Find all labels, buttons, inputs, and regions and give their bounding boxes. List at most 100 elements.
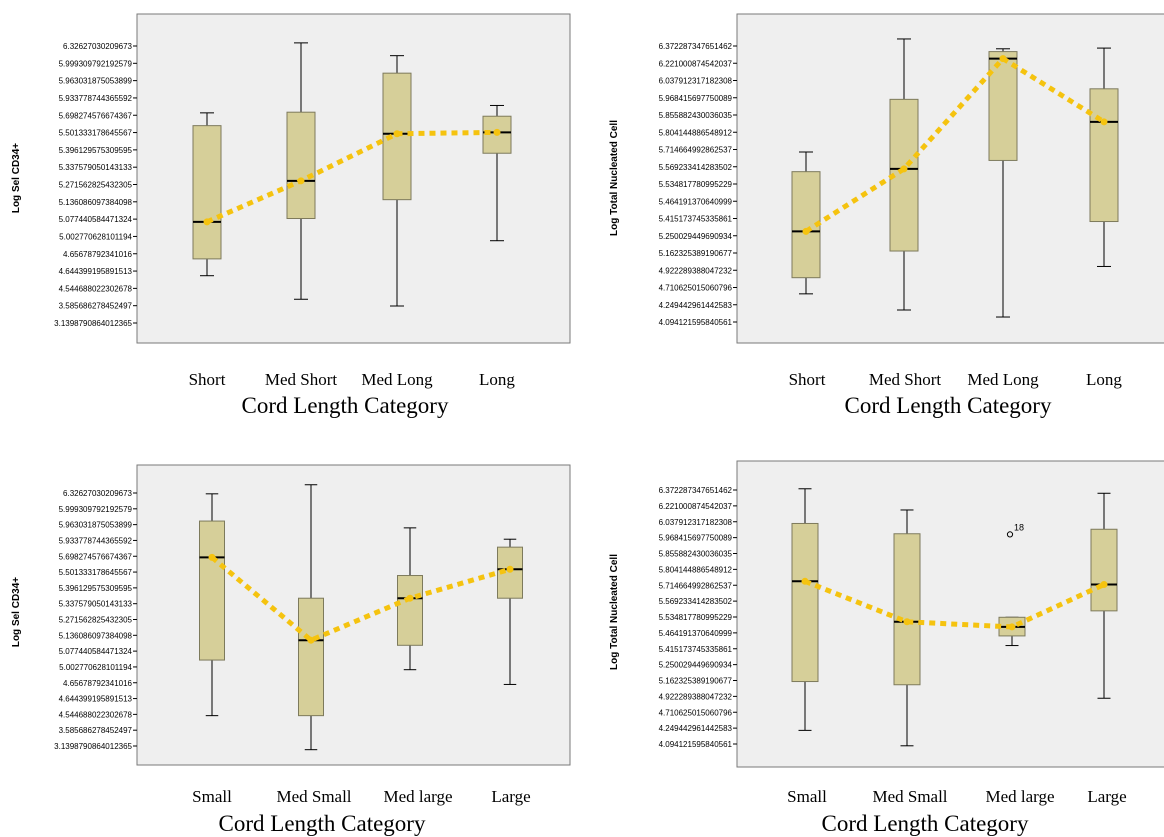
y-tick-label: 6.037912317182308 (659, 518, 733, 527)
y-tick-label: 5.999309792192579 (59, 505, 133, 514)
y-axis-label: Log Total Nucleated Cell (609, 554, 620, 670)
y-tick-label: 5.714664992862537 (659, 146, 733, 155)
y-tick-label: 5.002770628101194 (59, 663, 132, 672)
y-tick-label: 4.644399195891513 (59, 267, 133, 276)
y-tick-label: 6.372287347651462 (659, 486, 733, 495)
y-axis: 6.32627030209673 5.999309792192579 5.96303… (54, 489, 137, 751)
y-tick-label: 5.162325389190677 (659, 677, 733, 686)
y-tick-label: 4.644399195891513 (59, 695, 133, 704)
y-tick-label: 4.094121595840561 (659, 318, 733, 327)
y-tick-label: 5.698274576674367 (59, 552, 133, 561)
y-tick-label: 5.501333178645567 (59, 129, 133, 138)
box (199, 520, 225, 661)
x-tick-label: Med Long (361, 370, 433, 389)
y-tick-label: 5.804144886548912 (659, 565, 733, 574)
box (1090, 528, 1118, 612)
mean-point (1008, 623, 1016, 631)
x-tick-label: Short (789, 370, 826, 389)
y-tick-label: 5.002770628101194 (59, 232, 132, 241)
mean-point (900, 165, 908, 173)
y-axis-label: Log Total Nucleated Cell (609, 120, 620, 236)
x-tick-label: Med large (383, 787, 452, 806)
mean-point (208, 553, 216, 561)
box (397, 575, 423, 646)
outlier-point (1006, 531, 1014, 538)
y-tick-label: 5.534817780995229 (659, 613, 733, 622)
x-axis-title: Cord Length Category (845, 393, 1052, 418)
box (298, 597, 324, 717)
y-tick-label: 5.804144886548912 (659, 128, 733, 137)
y-tick-label: 5.136086097384098 (59, 198, 133, 207)
mean-point (203, 218, 211, 226)
y-tick-label: 3.1398790864012365 (54, 742, 132, 751)
y-tick-label: 5.136086097384098 (59, 631, 133, 640)
y-tick-label: 5.250029449690934 (659, 232, 733, 241)
mean-point (493, 128, 501, 136)
chart-panel-tnc-length: 6.372287347651462 6.221000874542037 6.0379… (609, 13, 1164, 418)
y-tick-label: 5.337579050143133 (59, 600, 133, 609)
y-tick-label: 5.569233414283502 (659, 597, 733, 606)
box (286, 111, 316, 220)
y-tick-label: 5.933778744365592 (59, 536, 133, 545)
y-tick-label: 5.396129575309595 (59, 584, 133, 593)
y-tick-label: 5.464191370640999 (659, 197, 733, 206)
y-tick-label: 5.855882430036035 (659, 111, 733, 120)
mean-point (1100, 118, 1108, 126)
x-tick-label: Short (189, 370, 226, 389)
y-axis-label: Log Sel CD34+ (11, 143, 22, 213)
y-tick-label: 3.585686278452497 (59, 726, 133, 735)
mean-point (1100, 581, 1108, 589)
y-tick-label: 5.337579050143133 (59, 163, 133, 172)
y-tick-label: 4.65678792341016 (63, 250, 133, 259)
mean-line (801, 577, 1108, 631)
box (192, 125, 222, 260)
y-axis-label: Log Sel CD34+ (11, 577, 22, 647)
y-tick-label: 6.32627030209673 (63, 42, 133, 51)
mean-point (307, 636, 315, 644)
x-axis-title: Cord Length Category (242, 393, 449, 418)
y-tick-label: 5.968415697750089 (659, 534, 733, 543)
mean-point (297, 177, 305, 185)
mean-trend-line (804, 578, 1106, 630)
x-tick-label: Small (787, 787, 827, 806)
y-tick-label: 6.037912317182308 (659, 77, 733, 86)
y-tick-label: 5.415173745335861 (659, 645, 733, 654)
mean-point (903, 618, 911, 626)
y-tick-label: 4.710625015060796 (659, 708, 733, 717)
mean-point (801, 577, 809, 585)
y-tick-label: 5.077440584471324 (59, 215, 133, 224)
y-tick-label: 5.534817780995229 (659, 180, 733, 189)
y-axis: 6.372287347651462 6.221000874542037 6.0379… (659, 42, 737, 327)
x-tick-label: Med Short (265, 370, 338, 389)
outlier-label: 18 (1014, 522, 1024, 532)
x-axis-title: Cord Length Category (219, 811, 426, 836)
y-tick-label: 5.999309792192579 (59, 59, 133, 68)
y-tick-label: 5.271562825432305 (59, 616, 133, 625)
mean-trend-line (210, 555, 511, 644)
x-tick-label: Small (192, 787, 232, 806)
chart-panel-cd34-size: 6.32627030209673 5.999309792192579 5.96303… (11, 464, 571, 836)
y-axis: 6.372287347651462 6.221000874542037 6.0379… (659, 486, 737, 749)
x-tick-label: Med Small (872, 787, 947, 806)
mean-point (506, 565, 514, 573)
y-tick-label: 3.1398790864012365 (54, 319, 132, 328)
y-tick-label: 5.698274576674367 (59, 111, 133, 120)
box (988, 51, 1018, 161)
y-tick-label: 4.249442961442583 (659, 724, 733, 733)
y-tick-label: 5.250029449690934 (659, 661, 733, 670)
x-tick-label: Long (1086, 370, 1122, 389)
y-tick-label: 4.544688022302678 (59, 710, 133, 719)
y-tick-label: 6.221000874542037 (659, 502, 733, 511)
x-tick-label: Long (479, 370, 515, 389)
y-tick-label: 6.372287347651462 (659, 42, 733, 51)
y-tick-label: 4.710625015060796 (659, 284, 733, 293)
y-tick-label: 5.077440584471324 (59, 647, 133, 656)
chart-panel-cd34-length: 6.32627030209673 5.999309792192579 5.96303… (11, 13, 571, 418)
y-tick-label: 4.65678792341016 (63, 679, 133, 688)
x-tick-label: Med Long (967, 370, 1039, 389)
y-tick-label: 5.855882430036035 (659, 550, 733, 559)
y-tick-label: 5.415173745335861 (659, 215, 733, 224)
x-tick-label: Large (1087, 787, 1126, 806)
mean-point (406, 594, 414, 602)
